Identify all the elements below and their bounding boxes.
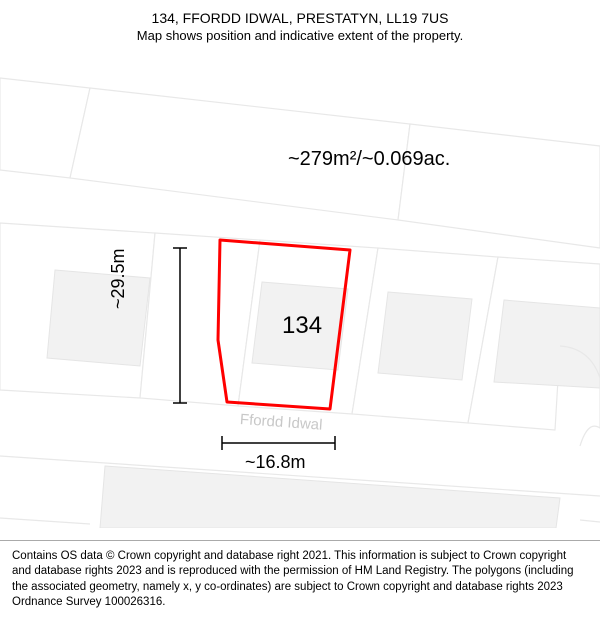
page-subtitle: Map shows position and indicative extent…: [20, 28, 580, 43]
copyright-footer: Contains OS data © Crown copyright and d…: [0, 540, 600, 625]
page-title: 134, FFORDD IDWAL, PRESTATYN, LL19 7US: [20, 10, 580, 26]
height-annotation: ~29.5m: [108, 248, 129, 309]
area-annotation: ~279m²/~0.069ac.: [288, 148, 450, 171]
header: 134, FFORDD IDWAL, PRESTATYN, LL19 7US M…: [0, 0, 600, 48]
map-area: ~279m²/~0.069ac. ~29.5m ~16.8m 134 Fford…: [0, 48, 600, 528]
width-annotation: ~16.8m: [245, 452, 306, 473]
house-number-label: 134: [282, 312, 322, 340]
